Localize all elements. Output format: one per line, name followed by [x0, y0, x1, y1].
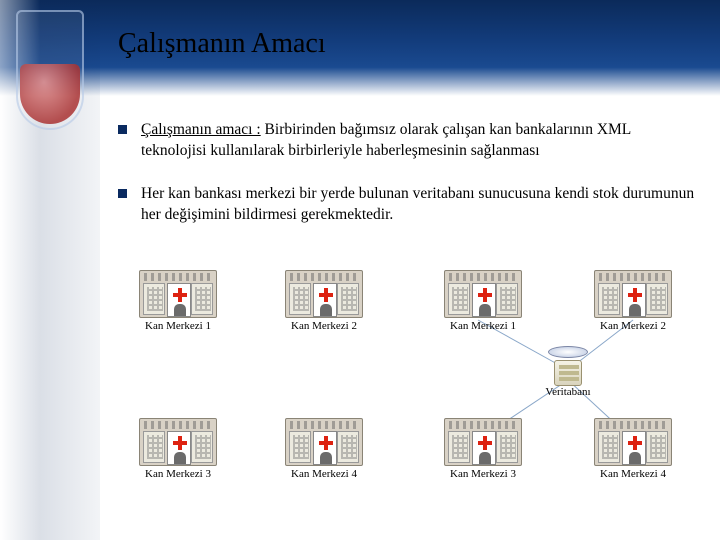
- node-label: Kan Merkezi 4: [264, 468, 384, 480]
- hospital-node: Kan Merkezi 1: [118, 270, 238, 332]
- hospital-icon: [594, 418, 672, 466]
- hospital-node: Kan Merkezi 2: [573, 270, 693, 332]
- node-label: Kan Merkezi 1: [423, 320, 543, 332]
- hospital-node: Kan Merkezi 1: [423, 270, 543, 332]
- bullet-list: Çalışmanın amacı : Birbirinden bağımsız …: [118, 120, 698, 248]
- bullet-text: Her kan bankası merkezi bir yerde buluna…: [141, 184, 698, 226]
- node-label: Kan Merkezi 3: [118, 468, 238, 480]
- hospital-icon: [285, 270, 363, 318]
- server-icon: [548, 348, 588, 386]
- hospital-icon: [444, 270, 522, 318]
- bullet-square-icon: [118, 189, 127, 198]
- hospital-node: Kan Merkezi 3: [118, 418, 238, 480]
- hospital-node: Kan Merkezi 4: [264, 418, 384, 480]
- header-band: [0, 0, 720, 96]
- bullet-rest: Her kan bankası merkezi bir yerde buluna…: [141, 185, 694, 223]
- node-label: Kan Merkezi 2: [573, 320, 693, 332]
- diagram: Kan Merkezi 1 Kan Merkezi 2 Kan Merkezi …: [118, 270, 708, 530]
- hospital-icon: [139, 270, 217, 318]
- flask-icon: [8, 0, 92, 130]
- hospital-node: Kan Merkezi 3: [423, 418, 543, 480]
- bullet-square-icon: [118, 125, 127, 134]
- node-label: Kan Merkezi 3: [423, 468, 543, 480]
- node-label: Kan Merkezi 1: [118, 320, 238, 332]
- hospital-icon: [139, 418, 217, 466]
- bullet-lead: Çalışmanın amacı :: [141, 121, 261, 138]
- server-label: Veritabanı: [523, 386, 613, 398]
- database-server: Veritabanı: [523, 348, 613, 398]
- hospital-icon: [444, 418, 522, 466]
- side-flask-photo: [0, 0, 100, 540]
- bullet-text: Çalışmanın amacı : Birbirinden bağımsız …: [141, 120, 698, 162]
- hospital-node: Kan Merkezi 4: [573, 418, 693, 480]
- hospital-node: Kan Merkezi 2: [264, 270, 384, 332]
- bullet-item: Çalışmanın amacı : Birbirinden bağımsız …: [118, 120, 698, 162]
- hospital-icon: [594, 270, 672, 318]
- node-label: Kan Merkezi 2: [264, 320, 384, 332]
- hospital-icon: [285, 418, 363, 466]
- node-label: Kan Merkezi 4: [573, 468, 693, 480]
- bullet-item: Her kan bankası merkezi bir yerde buluna…: [118, 184, 698, 226]
- slide-title: Çalışmanın Amacı: [118, 28, 326, 60]
